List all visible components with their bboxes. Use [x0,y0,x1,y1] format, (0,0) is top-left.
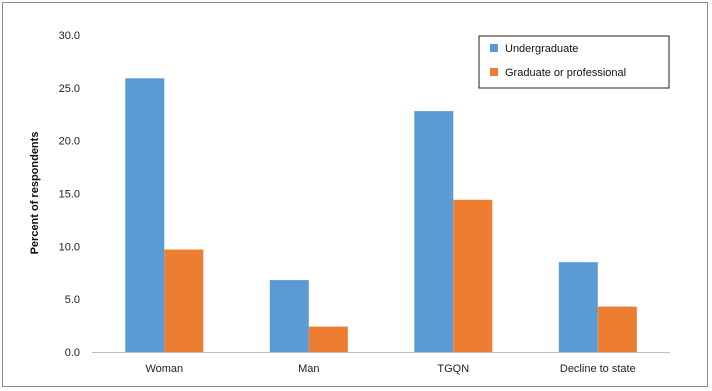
bar-graduate-tgqn [453,200,492,352]
y-tick-label: 0.0 [65,347,80,359]
legend-swatch-graduate [490,68,498,76]
y-tick-label: 10.0 [59,241,80,253]
y-tick-label: 20.0 [59,136,80,148]
y-tick-label: 25.0 [59,83,80,95]
x-tick-label: Woman [145,363,183,375]
bar-graduate-woman [164,250,203,353]
x-tick-label: Man [298,363,319,375]
bar-undergraduate-man [270,280,309,352]
legend-label-undergraduate: Undergraduate [505,43,578,55]
x-axis: Woman Man TGQN Decline to state [92,353,670,376]
x-tick-label: Decline to state [560,363,636,375]
bar-undergraduate-tgqn [414,111,453,352]
bar-graduate-man [309,327,348,352]
y-tick-label: 30.0 [59,30,80,42]
y-tick-label: 15.0 [59,189,80,201]
legend-label-graduate: Graduate or professional [505,67,626,79]
bar-undergraduate-decline-to-state [559,262,598,352]
y-axis-label: Percent of respondents [29,132,41,255]
legend: Undergraduate Graduate or professional [479,36,669,88]
bar-undergraduate-woman [125,78,164,352]
bar-graduate-decline-to-state [598,307,637,352]
bars [125,78,637,352]
legend-swatch-undergraduate [490,44,498,52]
y-axis: 0.0 5.0 10.0 15.0 20.0 25.0 30.0 [59,30,80,359]
y-tick-label: 5.0 [65,294,80,306]
x-tick-label: TGQN [437,363,469,375]
